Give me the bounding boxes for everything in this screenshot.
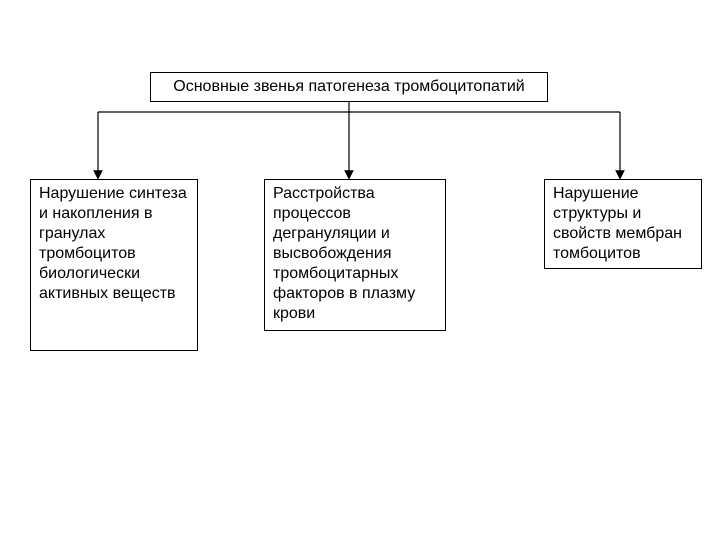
child-box-0: Нарушение синтеза и накопления в гранула…	[30, 179, 198, 351]
title-box: Основные звенья патогенеза тромбоцитопат…	[150, 72, 548, 102]
child-text-1: Расстройства процессов дегрануляции и вы…	[273, 185, 415, 322]
title-text: Основные звенья патогенеза тромбоцитопат…	[173, 78, 524, 95]
child-box-2: Нарушение структуры и свойств мембран то…	[544, 179, 702, 269]
child-box-1: Расстройства процессов дегрануляции и вы…	[264, 179, 446, 331]
child-text-0: Нарушение синтеза и накопления в гранула…	[39, 185, 187, 302]
child-text-2: Нарушение структуры и свойств мембран то…	[553, 185, 682, 262]
